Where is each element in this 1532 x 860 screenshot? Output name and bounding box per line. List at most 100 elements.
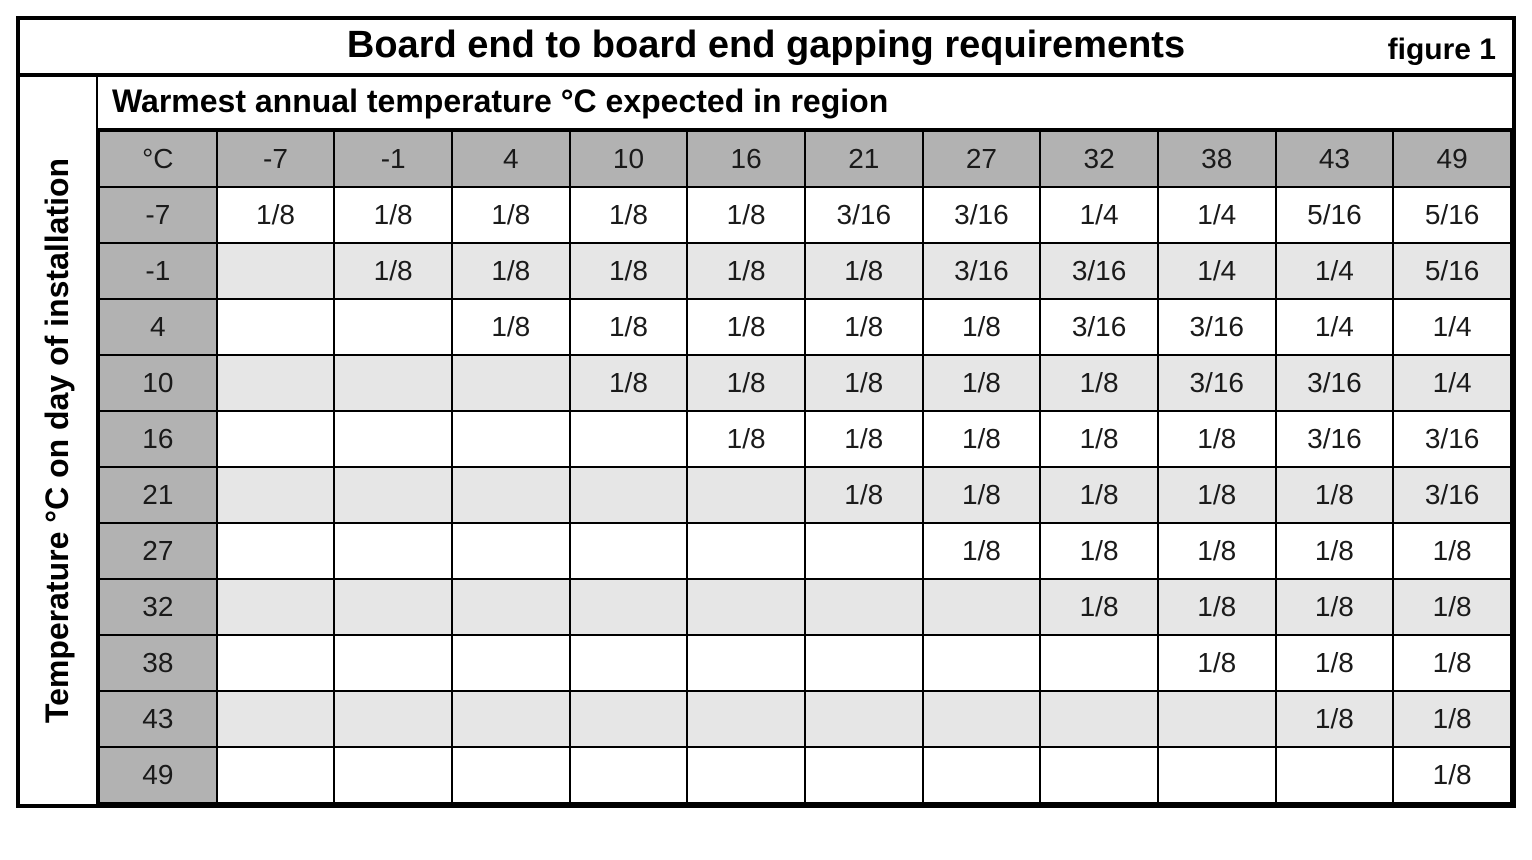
gapping-cell: 1/8: [805, 243, 923, 299]
row-header: 16: [99, 411, 217, 467]
column-header: 21: [805, 131, 923, 187]
gapping-cell: [452, 411, 570, 467]
gapping-cell: 1/8: [1158, 467, 1276, 523]
gapping-cell: [923, 747, 1041, 803]
row-header: 32: [99, 579, 217, 635]
row-header: 27: [99, 523, 217, 579]
gapping-cell: 1/4: [1158, 187, 1276, 243]
gapping-cell: [334, 299, 452, 355]
gapping-cell: [334, 691, 452, 747]
gapping-cell: [217, 411, 335, 467]
table-block: Warmest annual temperature °C expected i…: [98, 77, 1512, 804]
gapping-cell: [805, 523, 923, 579]
gapping-cell: [452, 691, 570, 747]
gapping-cell: 3/16: [1393, 411, 1511, 467]
gapping-cell: [1158, 691, 1276, 747]
gapping-cell: [570, 747, 688, 803]
figure-container: Board end to board end gapping requireme…: [16, 16, 1516, 808]
gapping-cell: [334, 467, 452, 523]
gapping-cell: 1/4: [1158, 243, 1276, 299]
gapping-cell: [217, 579, 335, 635]
gapping-cell: 1/8: [1158, 411, 1276, 467]
gapping-cell: 1/8: [1393, 747, 1511, 803]
gapping-cell: 3/16: [1276, 355, 1394, 411]
column-header: 32: [1040, 131, 1158, 187]
gapping-cell: 3/16: [1158, 355, 1276, 411]
gapping-cell: [452, 467, 570, 523]
figure-title: Board end to board end gapping requireme…: [347, 24, 1185, 67]
gapping-cell: [452, 523, 570, 579]
gapping-cell: 1/8: [923, 355, 1041, 411]
gapping-cell: [1158, 747, 1276, 803]
gapping-cell: 5/16: [1276, 187, 1394, 243]
row-header: 49: [99, 747, 217, 803]
gapping-cell: [334, 747, 452, 803]
gapping-cell: [687, 691, 805, 747]
gapping-cell: [1040, 635, 1158, 691]
gapping-cell: [805, 747, 923, 803]
gapping-cell: 1/8: [570, 187, 688, 243]
gapping-cell: [1040, 691, 1158, 747]
row-header: 10: [99, 355, 217, 411]
gapping-cell: 1/8: [334, 243, 452, 299]
gapping-cell: [334, 523, 452, 579]
gapping-cell: [687, 579, 805, 635]
gapping-cell: 1/8: [452, 299, 570, 355]
column-header: 4: [452, 131, 570, 187]
gapping-cell: 1/8: [1276, 579, 1394, 635]
row-header: 43: [99, 691, 217, 747]
figure-body: Temperature °C on day of installation Wa…: [20, 77, 1512, 804]
gapping-cell: [334, 579, 452, 635]
x-axis-label: Warmest annual temperature °C expected i…: [98, 77, 1512, 130]
gapping-cell: 1/8: [1040, 579, 1158, 635]
gapping-cell: [687, 635, 805, 691]
gapping-cell: 1/8: [1393, 691, 1511, 747]
gapping-cell: [923, 635, 1041, 691]
gapping-cell: 1/8: [687, 411, 805, 467]
gapping-cell: 5/16: [1393, 187, 1511, 243]
gapping-cell: 1/8: [334, 187, 452, 243]
column-header: 10: [570, 131, 688, 187]
gapping-cell: 1/8: [1158, 523, 1276, 579]
gapping-cell: 1/8: [687, 187, 805, 243]
gapping-cell: [452, 747, 570, 803]
gapping-cell: [805, 691, 923, 747]
gapping-cell: 1/8: [687, 243, 805, 299]
gapping-cell: 1/8: [1040, 467, 1158, 523]
gapping-cell: 1/8: [1040, 411, 1158, 467]
gapping-cell: 1/8: [923, 411, 1041, 467]
column-header: -1: [334, 131, 452, 187]
gapping-cell: 1/8: [1040, 523, 1158, 579]
gapping-cell: [217, 691, 335, 747]
gapping-cell: 1/8: [217, 187, 335, 243]
y-axis-label: Temperature °C on day of installation: [40, 158, 77, 723]
gapping-cell: 1/8: [805, 299, 923, 355]
gapping-cell: [1040, 747, 1158, 803]
gapping-cell: 3/16: [923, 187, 1041, 243]
gapping-cell: [687, 467, 805, 523]
column-header: 43: [1276, 131, 1394, 187]
gapping-cell: 1/8: [923, 299, 1041, 355]
row-header: 38: [99, 635, 217, 691]
gapping-cell: [334, 355, 452, 411]
gapping-cell: 3/16: [1276, 411, 1394, 467]
gapping-cell: 1/8: [1393, 579, 1511, 635]
gapping-cell: 1/4: [1040, 187, 1158, 243]
gapping-cell: 1/8: [1276, 691, 1394, 747]
gapping-cell: 3/16: [1040, 243, 1158, 299]
gapping-table: °C-7-141016212732384349-71/81/81/81/81/8…: [98, 130, 1512, 804]
gapping-cell: [452, 579, 570, 635]
gapping-cell: 1/8: [1276, 467, 1394, 523]
gapping-cell: 1/4: [1276, 299, 1394, 355]
gapping-cell: [687, 523, 805, 579]
row-header: -7: [99, 187, 217, 243]
gapping-cell: 1/8: [805, 411, 923, 467]
gapping-cell: 1/8: [923, 523, 1041, 579]
column-header: 49: [1393, 131, 1511, 187]
gapping-cell: 1/8: [1393, 523, 1511, 579]
gapping-cell: [570, 411, 688, 467]
gapping-cell: 1/8: [687, 355, 805, 411]
gapping-cell: [334, 635, 452, 691]
column-header: 27: [923, 131, 1041, 187]
gapping-cell: [217, 243, 335, 299]
